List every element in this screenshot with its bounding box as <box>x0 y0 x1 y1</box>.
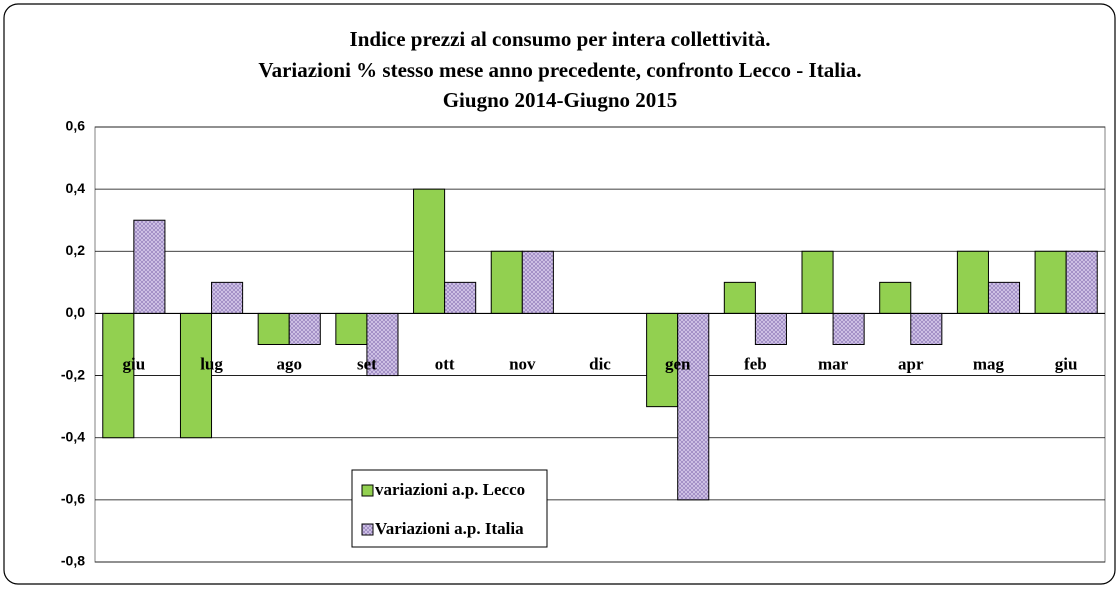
bar <box>102 312 135 439</box>
bar <box>956 250 989 314</box>
bar <box>413 188 446 314</box>
bar <box>1065 250 1098 314</box>
plot-area <box>94 126 1106 563</box>
y-tick-label: 0,2 <box>66 242 86 258</box>
bar <box>288 312 321 345</box>
bar <box>987 281 1021 314</box>
bar <box>257 312 290 345</box>
bar <box>910 312 943 345</box>
y-tick-label: 0,0 <box>66 304 86 320</box>
x-tick-label: mar <box>818 354 849 373</box>
bar <box>444 281 477 314</box>
x-tick-label: ago <box>276 354 302 373</box>
x-tick-label: feb <box>744 354 767 373</box>
x-tick-label: giu <box>1055 354 1078 373</box>
bar <box>366 312 399 377</box>
chart-title: Indice prezzi al consumo per intera coll… <box>350 27 771 51</box>
bar <box>677 312 710 501</box>
x-tick-label: apr <box>898 354 924 373</box>
bar <box>879 281 912 314</box>
bar <box>490 250 523 314</box>
chart-title: Giugno 2014-Giugno 2015 <box>443 88 678 112</box>
legend-label: Variazioni a.p. Italia <box>375 519 524 538</box>
x-tick-label: gen <box>665 354 691 373</box>
x-tick-label: lug <box>200 354 223 373</box>
bar <box>754 312 787 345</box>
x-tick-label: nov <box>509 354 536 373</box>
bar <box>801 250 834 314</box>
bar <box>179 312 213 439</box>
bar <box>832 312 865 345</box>
legend-swatch <box>361 523 374 536</box>
y-tick-label: -0,8 <box>61 553 85 569</box>
x-tick-label: dic <box>589 354 611 373</box>
y-tick-label: 0,6 <box>66 118 86 134</box>
x-tick-label: ott <box>435 354 455 373</box>
x-tick-label: set <box>357 354 377 373</box>
y-tick-label: -0,4 <box>61 428 85 444</box>
y-tick-label: -0,6 <box>61 491 85 507</box>
bar <box>335 312 368 345</box>
bar <box>211 281 244 314</box>
chart-title: Variazioni % stesso mese anno precedente… <box>258 58 861 82</box>
bar <box>133 219 166 314</box>
x-tick-label: giu <box>123 354 146 373</box>
y-tick-label: -0,2 <box>61 366 85 382</box>
legend-label: variazioni a.p. Lecco <box>375 480 525 499</box>
legend-swatch <box>361 484 374 497</box>
y-tick-label: 0,4 <box>66 180 86 196</box>
bar <box>521 250 554 314</box>
legend <box>351 469 548 548</box>
bar <box>1034 250 1067 314</box>
x-tick-label: mag <box>973 354 1005 373</box>
bar <box>646 312 679 408</box>
bar <box>723 281 756 314</box>
